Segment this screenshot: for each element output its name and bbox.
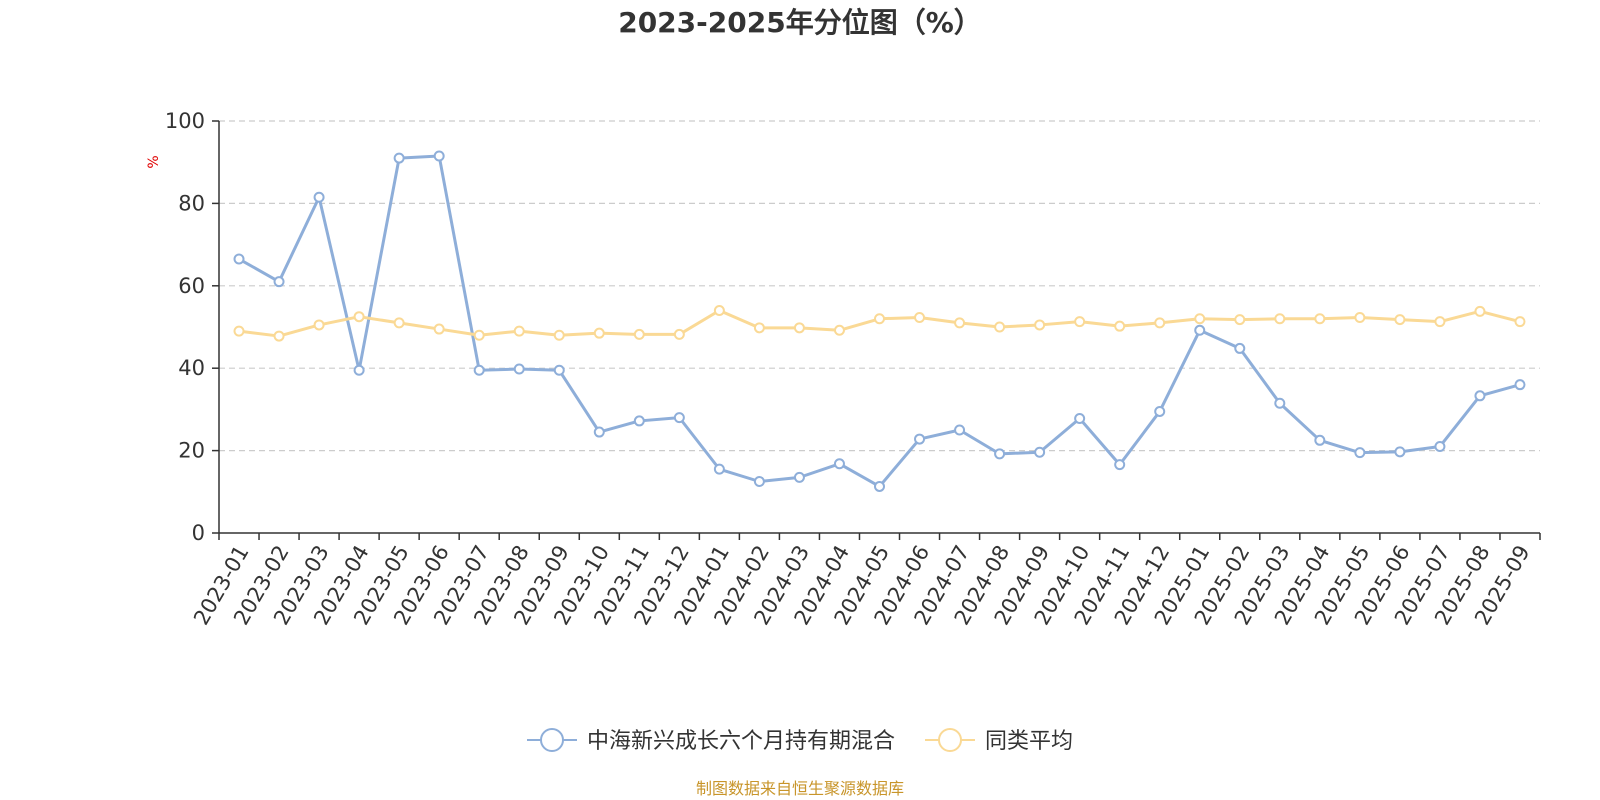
- data-point[interactable]: [393, 152, 405, 164]
- y-tick-label: 20: [178, 439, 205, 463]
- data-point[interactable]: [713, 305, 725, 317]
- data-point[interactable]: [753, 476, 765, 487]
- data-point[interactable]: [353, 311, 365, 323]
- data-point[interactable]: [914, 433, 926, 445]
- data-point[interactable]: [673, 328, 685, 340]
- series-lines: [233, 150, 1526, 492]
- data-point[interactable]: [473, 329, 485, 341]
- y-tick-label: 40: [178, 356, 205, 380]
- data-point[interactable]: [1434, 440, 1446, 452]
- data-point[interactable]: [1274, 397, 1286, 409]
- data-point[interactable]: [1194, 313, 1206, 325]
- data-point[interactable]: [1514, 316, 1526, 328]
- chart-title: 2023-2025年分位图（%）: [618, 6, 982, 39]
- legend[interactable]: 中海新兴成长六个月持有期混合 同类平均: [527, 728, 1073, 754]
- legend-item-1[interactable]: 同类平均: [925, 728, 1073, 754]
- data-point[interactable]: [1154, 317, 1166, 329]
- data-point[interactable]: [793, 322, 805, 334]
- data-point[interactable]: [433, 323, 445, 335]
- data-point[interactable]: [874, 480, 885, 492]
- data-point[interactable]: [313, 319, 325, 331]
- data-point[interactable]: [633, 328, 645, 340]
- y-tick-label: 60: [178, 274, 205, 298]
- legend-swatch-marker: [938, 728, 962, 752]
- data-point[interactable]: [874, 313, 885, 325]
- data-point[interactable]: [833, 324, 845, 336]
- data-point[interactable]: [833, 458, 845, 470]
- data-point[interactable]: [273, 330, 285, 342]
- y-axis-label: %: [146, 155, 162, 168]
- data-point[interactable]: [513, 363, 525, 375]
- data-point[interactable]: [593, 327, 605, 339]
- data-point[interactable]: [994, 448, 1006, 460]
- data-point[interactable]: [753, 322, 765, 334]
- grid-lines: [219, 120, 1540, 452]
- data-point[interactable]: [1114, 459, 1126, 471]
- data-point[interactable]: [353, 364, 365, 376]
- data-point[interactable]: [233, 253, 245, 265]
- data-point[interactable]: [1194, 324, 1206, 336]
- data-point[interactable]: [553, 364, 565, 376]
- legend-item-0[interactable]: 中海新兴成长六个月持有期混合: [527, 728, 895, 754]
- data-point[interactable]: [1274, 313, 1286, 325]
- data-point[interactable]: [233, 325, 245, 337]
- data-point[interactable]: [1394, 314, 1406, 326]
- data-point[interactable]: [553, 329, 565, 341]
- data-point[interactable]: [473, 364, 485, 376]
- data-point[interactable]: [593, 426, 605, 438]
- data-point[interactable]: [1514, 379, 1526, 391]
- legend-label: 同类平均: [985, 729, 1073, 754]
- data-point[interactable]: [633, 415, 645, 427]
- data-point[interactable]: [793, 471, 805, 483]
- y-tick-label: 80: [178, 191, 205, 215]
- data-point[interactable]: [1234, 342, 1246, 354]
- data-point[interactable]: [954, 424, 966, 436]
- data-point[interactable]: [513, 325, 525, 337]
- data-point[interactable]: [393, 317, 405, 329]
- data-point[interactable]: [1074, 412, 1086, 424]
- axes: 0204060801002023-012023-022023-032023-04…: [165, 109, 1541, 629]
- data-point[interactable]: [1074, 316, 1086, 328]
- source-note: 制图数据来自恒生聚源数据库: [696, 779, 904, 798]
- data-point[interactable]: [1474, 390, 1486, 402]
- y-tick-label: 100: [165, 109, 205, 133]
- data-point[interactable]: [1034, 319, 1046, 331]
- data-point[interactable]: [1354, 447, 1366, 459]
- data-point[interactable]: [1154, 405, 1166, 417]
- data-point[interactable]: [1434, 316, 1446, 328]
- data-point[interactable]: [914, 312, 926, 324]
- data-point[interactable]: [713, 463, 725, 475]
- data-point[interactable]: [1354, 312, 1366, 324]
- data-point[interactable]: [673, 412, 685, 424]
- data-point[interactable]: [1314, 313, 1326, 325]
- legend-label: 中海新兴成长六个月持有期混合: [587, 729, 895, 754]
- data-point[interactable]: [1034, 446, 1046, 458]
- data-point[interactable]: [1114, 320, 1126, 332]
- y-tick-label: 0: [192, 521, 205, 545]
- data-point[interactable]: [954, 317, 966, 329]
- data-point[interactable]: [1234, 314, 1246, 326]
- data-point[interactable]: [1394, 446, 1406, 458]
- data-point[interactable]: [313, 191, 325, 203]
- data-point[interactable]: [994, 321, 1006, 333]
- data-point[interactable]: [433, 150, 445, 162]
- data-point[interactable]: [273, 276, 285, 288]
- legend-swatch-marker: [540, 728, 564, 752]
- data-point[interactable]: [1474, 305, 1486, 317]
- data-point[interactable]: [1314, 434, 1326, 446]
